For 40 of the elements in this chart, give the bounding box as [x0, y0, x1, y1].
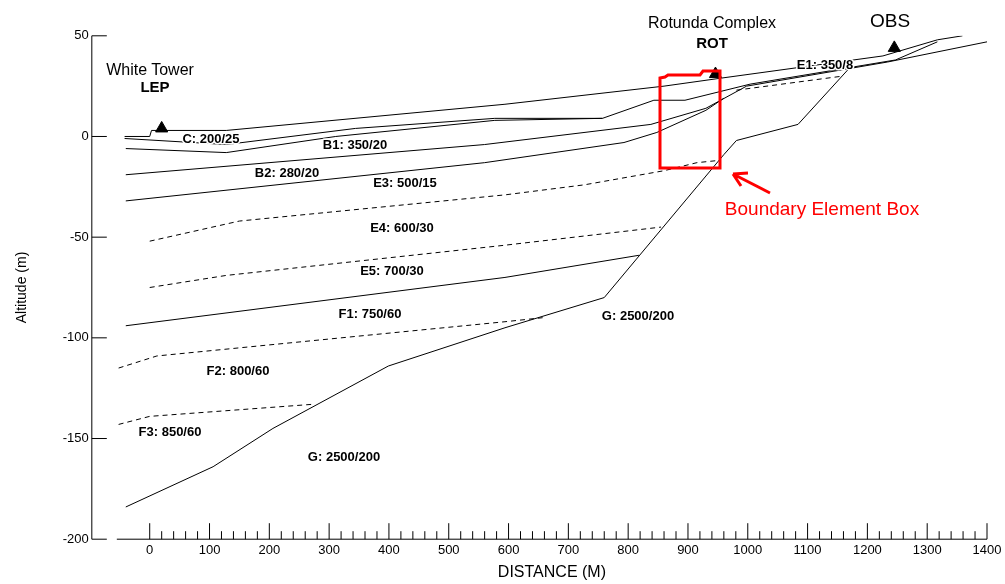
x-tick-label: 1300 — [912, 541, 942, 557]
text: Rotunda Complex — [647, 14, 777, 32]
y-tick-label: -50 — [70, 228, 89, 244]
x-tick-label: 200 — [258, 541, 281, 557]
annotation: White Tower — [106, 61, 195, 79]
annotation: G: 2500/200 — [307, 448, 381, 464]
x-tick-label: 300 — [318, 541, 340, 557]
x-tick-label: 800 — [617, 541, 640, 557]
y-tick-label: 50 — [74, 27, 89, 43]
annotation: B1: 350/20 — [322, 136, 388, 152]
y-tick-label: -100 — [62, 329, 89, 345]
annotation: ROT — [696, 34, 728, 52]
x-tick-label: 1000 — [733, 541, 763, 557]
x-tick-label: 900 — [677, 541, 699, 557]
x-tick-label: 700 — [557, 541, 580, 557]
annotation: F1: 750/60 — [338, 305, 402, 321]
x-tick-label: 100 — [198, 541, 221, 557]
x-axis-title: DISTANCE (M) — [497, 562, 606, 580]
annotation: E4: 600/30 — [370, 219, 434, 235]
y-tick-label: -200 — [62, 530, 89, 546]
y-axis-title: Altitude (m) — [13, 251, 30, 324]
annotation: F2: 800/60 — [206, 362, 270, 378]
y-tick-label: 0 — [81, 128, 89, 144]
annotation: Boundary Element Box — [724, 198, 920, 220]
annotation: F3: 850/60 — [138, 423, 202, 439]
x-tick-label: 1100 — [793, 541, 822, 557]
annotation: B2: 280/20 — [254, 164, 320, 180]
x-tick-label: 0 — [146, 541, 154, 557]
x-tick-label: 400 — [378, 541, 400, 557]
x-tick-label: 600 — [497, 541, 520, 557]
annotation: E3: 500/15 — [373, 174, 437, 190]
annotation: E5: 700/30 — [360, 262, 424, 278]
x-tick-label: 500 — [437, 541, 460, 557]
annotation: LEP — [140, 78, 170, 96]
x-tick-label: 1400 — [972, 541, 1002, 557]
annotation: G: 2500/200 — [601, 307, 675, 323]
text: OBS — [869, 10, 911, 32]
x-tick-label: 1200 — [852, 541, 882, 557]
y-tick-label: -150 — [62, 430, 89, 446]
annotation: C: 200/25 — [182, 130, 240, 146]
